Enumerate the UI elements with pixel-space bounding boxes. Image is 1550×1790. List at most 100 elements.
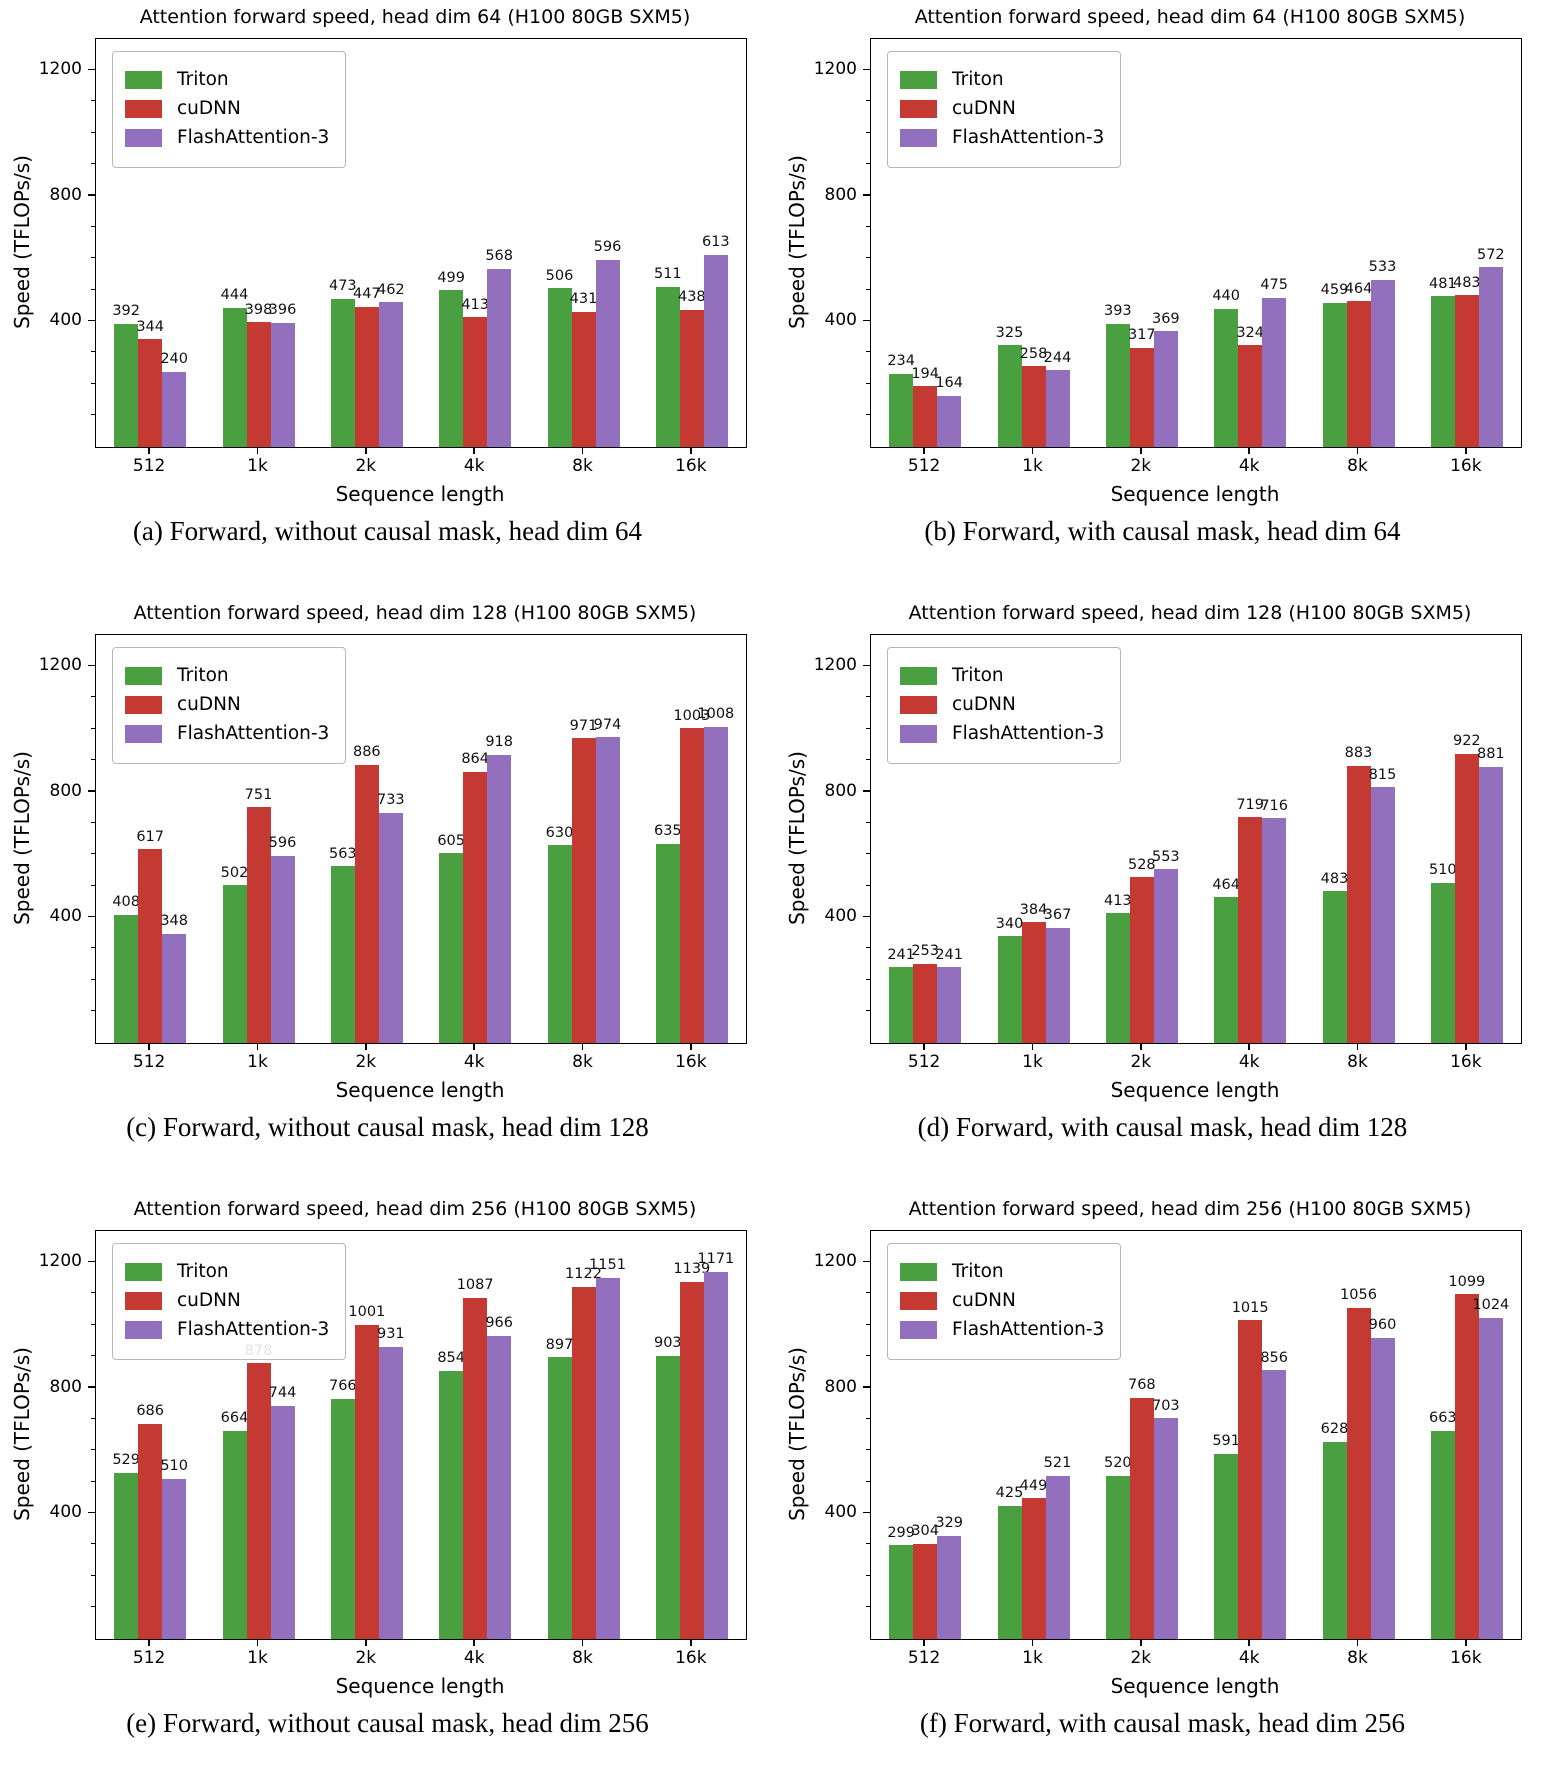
y-minor-tick [91,351,95,353]
bar-triton-512 [114,323,139,447]
legend-item: FlashAttention-3 [125,723,329,745]
x-tick [148,1639,150,1646]
bar-value-label: 931 [376,1326,405,1343]
x-tick [1356,447,1359,454]
legend-swatch-cudnn [125,100,162,119]
x-tick [1031,1043,1034,1050]
bar-triton-1k [997,345,1022,447]
bar-flashattention-3-1k [1045,927,1070,1043]
x-tick [1139,1639,1142,1646]
bar-value-label: 686 [136,1403,164,1420]
bar-cudnn-1k [246,1363,271,1639]
bar-flashattention-3-16k [1478,766,1503,1043]
legend-label: cuDNN [952,694,1016,716]
legend-swatch-triton [900,667,937,686]
y-minor-tick [91,1480,95,1482]
bar-value-label: 392 [112,303,140,320]
bar-value-label: 1015 [1231,1299,1269,1316]
y-minor-tick [866,225,870,227]
x-tick [256,447,259,454]
bar-value-label: 617 [136,828,164,845]
bar-flashattention-3-2k [1153,331,1178,447]
y-minor-tick [91,978,95,980]
bar-cudnn-4k [463,317,488,447]
legend-swatch-triton [900,1263,937,1282]
figure-panel-b: Attention forward speed, head dim 64 (H1… [775,2,1550,598]
bar-flashattention-3-8k [595,259,620,447]
bar-flashattention-3-4k [487,268,512,447]
bar-cudnn-8k [1346,301,1371,447]
bar-triton-2k [330,866,355,1043]
chart-title: Attention forward speed, head dim 64 (H1… [914,6,1466,28]
bar-triton-512 [114,914,139,1043]
bar-value-label: 258 [1019,345,1048,362]
bar-value-label: 431 [569,291,598,308]
legend-item: Triton [125,665,329,687]
bar-value-label: 329 [935,1515,963,1532]
legend-swatch-flashattention-3 [900,129,937,148]
bar-triton-4k [1214,897,1239,1043]
figure-panel-f: Attention forward speed, head dim 256 (H… [775,1194,1550,1790]
bar-cudnn-512 [138,1423,163,1639]
bar-value-label: 444 [220,287,249,304]
bar-flashattention-3-16k [1478,267,1503,447]
y-minor-tick [91,131,95,133]
y-minor-tick [91,947,95,949]
x-tick-label: 512 [907,456,941,476]
x-axis-label: Sequence length [1110,1078,1280,1102]
panel-caption: (c) Forward, without causal mask, head d… [126,1112,649,1142]
bar-value-label: 572 [1476,246,1505,263]
x-tick-label: 2k [1130,1648,1152,1668]
bar-value-label: 520 [1103,1455,1132,1472]
x-tick-label: 8k [1347,456,1368,476]
bar-value-label: 815 [1368,766,1397,783]
legend-label: Triton [177,1261,229,1282]
bar-flashattention-3-1k [270,855,295,1043]
bar-value-label: 506 [545,267,574,284]
y-tick-label: 1200 [38,655,82,676]
panel-caption: (e) Forward, without causal mask, head d… [126,1708,649,1738]
bar-value-label: 413 [461,296,489,313]
legend-item: FlashAttention-3 [900,127,1104,149]
bar-value-label: 244 [1043,349,1072,366]
bar-cudnn-512 [138,339,163,447]
x-tick [473,1639,475,1646]
x-tick-label: 512 [132,456,166,476]
bar-triton-4k [1214,1453,1239,1639]
bar-triton-1k [222,1430,247,1639]
x-tick-label: 2k [355,1648,377,1668]
legend-item: cuDNN [125,694,329,716]
bar-value-label: 971 [569,717,598,734]
x-tick-label: 2k [1130,1052,1152,1072]
bar-flashattention-3-2k [378,1346,403,1639]
bar-cudnn-1k [1021,366,1046,447]
x-tick [1139,1043,1142,1050]
bar-flashattention-3-8k [1370,1337,1395,1639]
figure-panel-e: Attention forward speed, head dim 256 (H… [0,1194,775,1790]
y-tick-label: 1200 [813,1251,857,1272]
legend-label: FlashAttention-3 [952,723,1105,745]
bar-cudnn-2k [1129,877,1154,1043]
legend-label: Triton [952,1261,1004,1282]
bar-flashattention-3-8k [595,1277,620,1639]
bar-value-label: 529 [112,1452,140,1469]
bar-value-label: 241 [887,946,915,963]
bar-cudnn-4k [463,1297,488,1639]
y-minor-tick [91,414,95,416]
y-minor-tick [866,1292,870,1294]
bar-value-label: 864 [461,751,489,768]
y-minor-tick [866,163,870,165]
y-minor-tick [866,414,870,416]
bar-value-label: 510 [1428,862,1457,879]
y-axis-label: Speed (TFLOPs/s) [10,751,34,925]
bar-cudnn-8k [571,1286,596,1639]
bar-value-label: 974 [593,716,622,733]
plot-area: 234 325 393 440 459 481 194 258 317 324 464 483 164 2… [870,38,1522,448]
bar-value-label: 533 [1368,259,1397,276]
y-major-tick [863,319,870,322]
bar-cudnn-512 [913,963,938,1043]
x-axis-label: Sequence length [1110,482,1280,506]
bar-triton-512 [114,1472,139,1639]
bar-value-label: 325 [995,324,1024,341]
bar-value-label: 408 [112,894,140,911]
